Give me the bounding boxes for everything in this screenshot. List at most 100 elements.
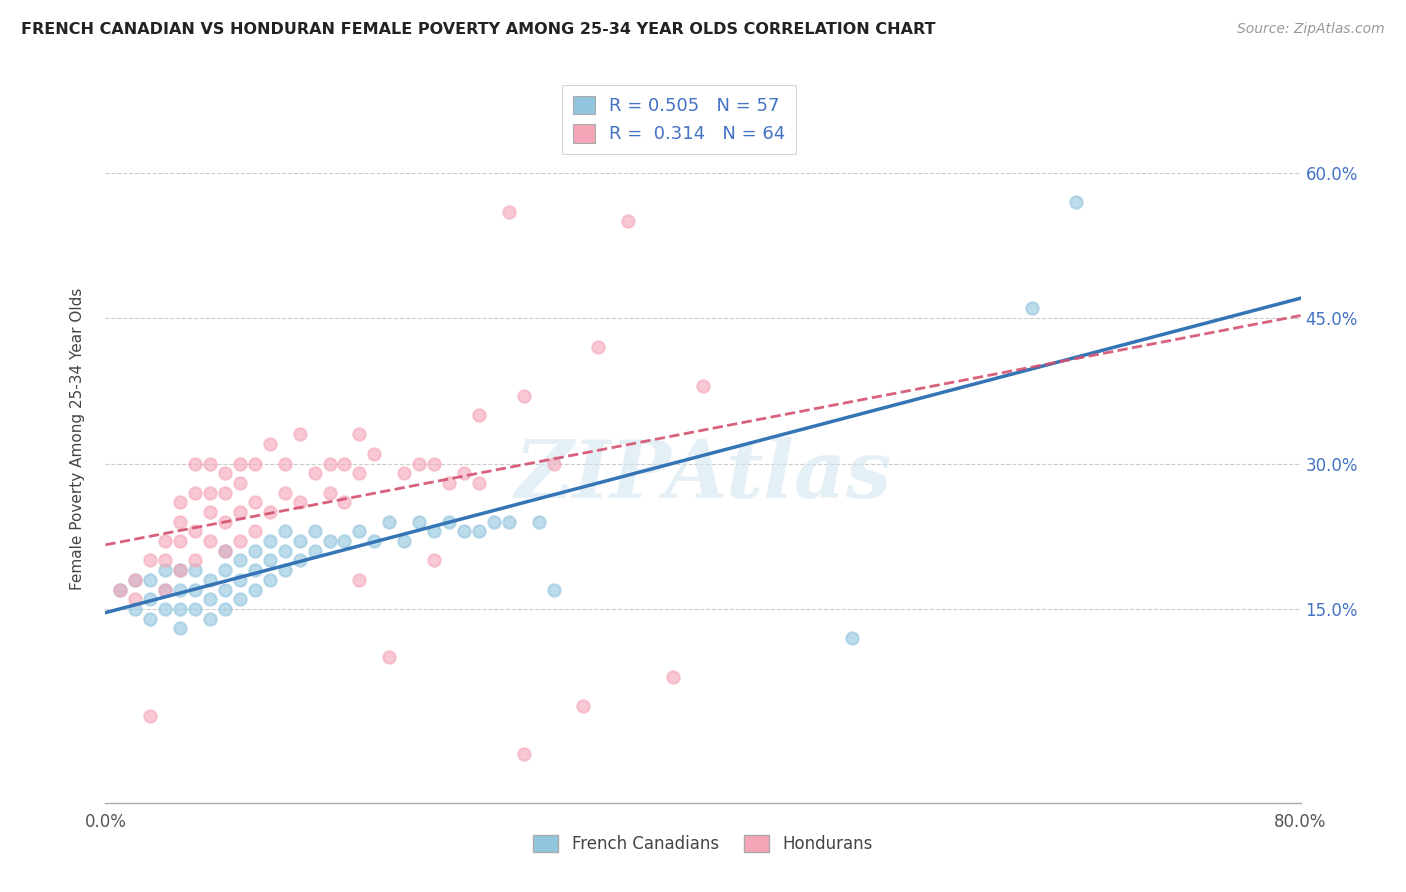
French Canadians [841, 631, 863, 645]
Hondurans [214, 485, 236, 500]
French Canadians [139, 573, 162, 587]
French Canadians [288, 553, 311, 567]
French Canadians [1066, 194, 1088, 209]
Hondurans [408, 457, 430, 471]
French Canadians [155, 582, 177, 597]
French Canadians [288, 534, 311, 549]
Hondurans [214, 515, 236, 529]
French Canadians [349, 524, 371, 539]
Text: ZIPAtlas: ZIPAtlas [515, 437, 891, 515]
Hondurans [169, 515, 191, 529]
Hondurans [333, 495, 356, 509]
Hondurans [304, 467, 326, 481]
Hondurans [423, 457, 446, 471]
Hondurans [572, 698, 595, 713]
Hondurans [139, 708, 162, 723]
Hondurans [229, 475, 252, 490]
French Canadians [1021, 301, 1043, 316]
Hondurans [288, 495, 311, 509]
French Canadians [155, 602, 177, 616]
Hondurans [214, 543, 236, 558]
French Canadians [243, 563, 266, 577]
Hondurans [273, 457, 295, 471]
Hondurans [169, 563, 191, 577]
French Canadians [169, 582, 191, 597]
French Canadians [139, 612, 162, 626]
French Canadians [184, 563, 207, 577]
French Canadians [378, 515, 401, 529]
French Canadians [198, 592, 221, 607]
French Canadians [169, 563, 191, 577]
Y-axis label: Female Poverty Among 25-34 Year Olds: Female Poverty Among 25-34 Year Olds [70, 288, 84, 591]
Hondurans [169, 534, 191, 549]
Hondurans [229, 534, 252, 549]
Hondurans [229, 505, 252, 519]
French Canadians [318, 534, 340, 549]
French Canadians [198, 612, 221, 626]
French Canadians [408, 515, 430, 529]
French Canadians [259, 553, 281, 567]
Hondurans [184, 485, 207, 500]
Hondurans [318, 485, 340, 500]
Hondurans [588, 340, 610, 354]
Hondurans [139, 553, 162, 567]
Text: FRENCH CANADIAN VS HONDURAN FEMALE POVERTY AMONG 25-34 YEAR OLDS CORRELATION CHA: FRENCH CANADIAN VS HONDURAN FEMALE POVER… [21, 22, 935, 37]
French Canadians [333, 534, 356, 549]
Hondurans [273, 485, 295, 500]
Hondurans [513, 747, 536, 762]
French Canadians [214, 602, 236, 616]
Hondurans [198, 485, 221, 500]
Hondurans [169, 495, 191, 509]
Hondurans [110, 582, 132, 597]
French Canadians [363, 534, 385, 549]
Hondurans [229, 457, 252, 471]
Hondurans [498, 204, 520, 219]
Hondurans [243, 524, 266, 539]
French Canadians [139, 592, 162, 607]
French Canadians [304, 543, 326, 558]
Hondurans [617, 214, 640, 228]
Hondurans [198, 505, 221, 519]
French Canadians [155, 563, 177, 577]
French Canadians [423, 524, 446, 539]
Hondurans [155, 534, 177, 549]
French Canadians [468, 524, 491, 539]
French Canadians [437, 515, 460, 529]
Hondurans [349, 467, 371, 481]
Hondurans [288, 427, 311, 442]
French Canadians [229, 592, 252, 607]
French Canadians [184, 582, 207, 597]
French Canadians [453, 524, 475, 539]
French Canadians [527, 515, 550, 529]
Hondurans [214, 467, 236, 481]
French Canadians [214, 543, 236, 558]
French Canadians [498, 515, 520, 529]
Hondurans [184, 553, 207, 567]
French Canadians [198, 573, 221, 587]
French Canadians [214, 582, 236, 597]
French Canadians [243, 582, 266, 597]
French Canadians [184, 602, 207, 616]
Hondurans [243, 495, 266, 509]
French Canadians [124, 573, 146, 587]
Legend: French Canadians, Hondurans: French Canadians, Hondurans [527, 829, 879, 860]
French Canadians [273, 543, 295, 558]
Hondurans [198, 534, 221, 549]
French Canadians [110, 582, 132, 597]
French Canadians [259, 534, 281, 549]
French Canadians [273, 524, 295, 539]
French Canadians [543, 582, 565, 597]
Hondurans [349, 573, 371, 587]
Hondurans [468, 475, 491, 490]
Hondurans [124, 592, 146, 607]
French Canadians [214, 563, 236, 577]
Hondurans [363, 447, 385, 461]
Hondurans [184, 524, 207, 539]
French Canadians [243, 543, 266, 558]
Hondurans [437, 475, 460, 490]
Hondurans [124, 573, 146, 587]
Hondurans [259, 505, 281, 519]
French Canadians [259, 573, 281, 587]
French Canadians [169, 621, 191, 635]
Hondurans [155, 553, 177, 567]
